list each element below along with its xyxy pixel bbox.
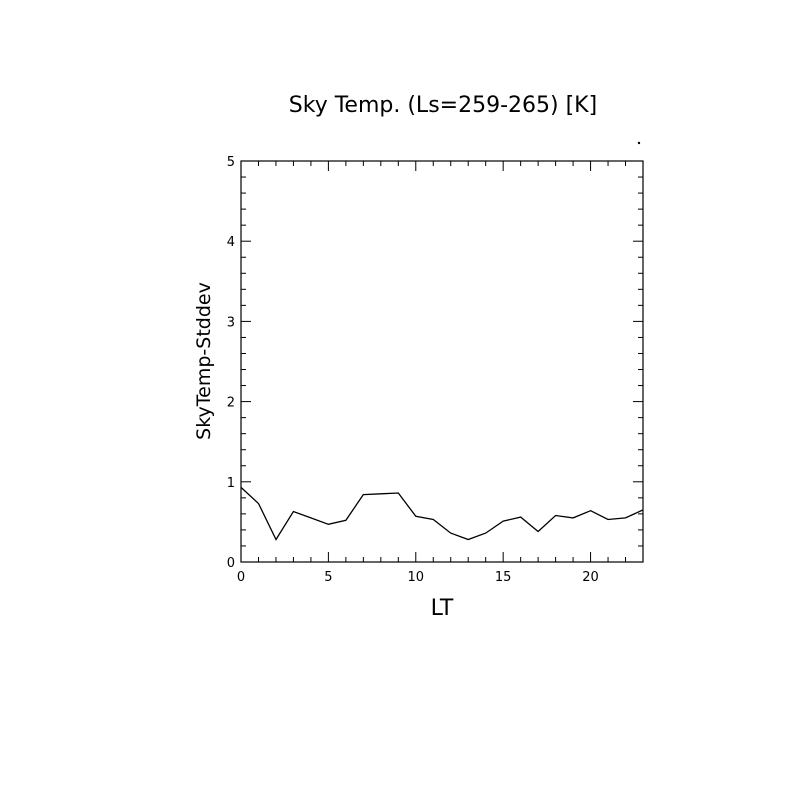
y-tick-label: 2: [227, 396, 235, 411]
y-tick-label: 4: [227, 235, 235, 250]
x-axis-label: LT: [431, 596, 454, 621]
tick-labels-layer: 0 5 10 15 20 0 1 2 3 4 5: [227, 155, 599, 585]
corner-dot: [637, 141, 641, 145]
x-tick-label: 10: [408, 570, 425, 585]
x-tick-label: 20: [582, 570, 599, 585]
x-tick-label: 0: [237, 570, 245, 585]
x-tick-label: 5: [324, 570, 332, 585]
chart-title: Sky Temp. (Ls=259-265) [K]: [289, 93, 597, 118]
y-tick-label: 5: [227, 155, 235, 170]
ticks-layer: [240, 160, 644, 563]
x-tick-label: 15: [495, 570, 512, 585]
y-tick-label: 3: [227, 315, 235, 330]
plot-frame: [240, 160, 644, 563]
y-tick-label: 0: [227, 556, 235, 571]
y-tick-label: 1: [227, 476, 235, 491]
series-line: [240, 486, 644, 541]
y-axis-label: SkyTemp-Stddev: [193, 282, 215, 440]
